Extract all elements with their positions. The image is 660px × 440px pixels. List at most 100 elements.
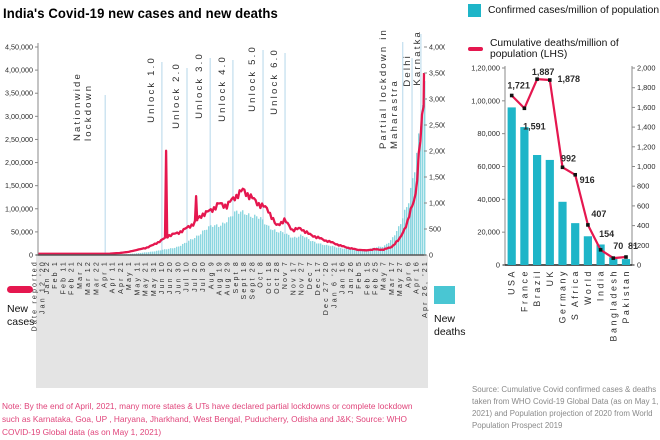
cases-bar xyxy=(272,230,274,255)
cases-bar xyxy=(164,249,166,255)
right-tick-label: 400 xyxy=(637,221,649,230)
cases-bar xyxy=(300,234,302,255)
rhs-tick-label: 2,000 xyxy=(429,147,445,156)
cases-bar xyxy=(314,241,316,255)
cases-bar xyxy=(372,247,374,255)
legend-new-cases: New cases xyxy=(7,284,49,329)
cases-bar xyxy=(198,235,200,255)
date-tick-label: Nov 27 xyxy=(299,260,306,295)
cases-bar xyxy=(282,232,284,255)
line-marker xyxy=(611,256,616,260)
right-tick-label: 1,000 xyxy=(637,162,656,171)
cases-bar xyxy=(418,133,420,255)
cases-bar xyxy=(292,237,294,255)
cases-bar xyxy=(264,224,266,255)
cases-bar xyxy=(236,210,238,255)
date-tick-label: Jun 10 xyxy=(159,260,166,294)
date-tick-label: Feb 5 xyxy=(356,260,363,289)
cases-bar xyxy=(318,243,320,255)
cases-bar xyxy=(230,216,232,255)
left-chart: 4,50,000 4,00,000 3,50,000 3,00,000 2,50,000… xyxy=(5,34,445,388)
cases-bar xyxy=(280,230,282,255)
cases-bar xyxy=(330,246,332,255)
date-tick-label: May 31 xyxy=(151,260,158,296)
cases-bar xyxy=(412,178,414,255)
new-cases-line-swatch xyxy=(7,286,33,293)
deaths-line xyxy=(38,72,426,255)
lhs-tick-label: 3,50,000 xyxy=(5,89,33,98)
date-tick-label: Sept 8 xyxy=(233,260,240,293)
cases-bar xyxy=(252,217,254,255)
rhs-tick-label: 1,000 xyxy=(429,199,445,208)
cases-bar xyxy=(136,253,138,255)
legend-new-deaths: New deaths xyxy=(434,286,480,339)
cases-bar xyxy=(160,250,162,255)
cases-bar xyxy=(320,243,322,255)
lhs-tick-label: 2,50,000 xyxy=(5,135,33,144)
annotation-label: Unlock 5.0 xyxy=(247,45,258,112)
cases-bar xyxy=(374,247,376,255)
cases-bar xyxy=(306,237,308,255)
cases-bar xyxy=(416,152,418,255)
cases-bar xyxy=(194,238,196,255)
cases-bar xyxy=(180,245,182,255)
date-tick-label: May 27 xyxy=(397,260,404,296)
date-tick-label: Feb 25 xyxy=(373,260,380,295)
date-tick-label: Oct 8 xyxy=(258,260,265,288)
cases-bar xyxy=(420,126,422,256)
cases-bar xyxy=(276,231,278,255)
right-tick-label: 1,200 xyxy=(637,142,656,151)
cases-bar xyxy=(358,248,360,255)
cases-bar xyxy=(354,249,356,255)
rhs-tick-label: 3,000 xyxy=(429,95,445,104)
cases-bar xyxy=(138,252,140,255)
annotation-label: Karnatka xyxy=(412,30,423,86)
right-tick-label: 1,600 xyxy=(637,103,656,112)
legend-confirmed-cases: Confirmed cases/million of population xyxy=(468,4,660,17)
left-tick-label: 1,00,000 xyxy=(471,96,500,105)
line-data-label: 1,878 xyxy=(558,74,581,84)
date-tick-label: Jun 20 xyxy=(167,260,174,294)
date-tick-label: Nov 17 xyxy=(290,260,297,295)
line-data-label: 916 xyxy=(580,175,595,185)
cases-bar xyxy=(360,249,362,255)
line-data-label: 1,887 xyxy=(532,67,555,77)
country-label: Germany xyxy=(558,269,568,323)
date-tick-label: Feb 11 xyxy=(60,260,67,294)
country-bar xyxy=(621,259,631,265)
cases-bar xyxy=(212,226,214,255)
cases-bar xyxy=(410,187,412,255)
annotation-label: Nationwide lockdown xyxy=(72,72,94,141)
date-tick-label: May 7 xyxy=(381,260,388,290)
page-title: India's Covid-19 new cases and new death… xyxy=(3,6,278,21)
line-marker xyxy=(586,223,590,227)
cases-bar xyxy=(220,225,222,255)
date-tick-label: Oct 28 xyxy=(274,260,281,294)
left-tick-label: 80,000 xyxy=(477,129,500,138)
cases-bar xyxy=(242,210,244,255)
cases-bar xyxy=(158,250,160,255)
cases-bar xyxy=(178,246,180,255)
right-tick-label: 1,800 xyxy=(637,83,656,92)
cases-bar xyxy=(310,241,312,255)
confirmed-cases-swatch xyxy=(468,4,481,17)
line-marker xyxy=(598,248,603,252)
cases-bar xyxy=(224,223,226,255)
lhs-tick-label: 1,50,000 xyxy=(5,181,33,190)
country-label: India xyxy=(596,269,606,301)
date-tick-label: Jan 12 '20 xyxy=(40,260,47,314)
left-tick-label: 20,000 xyxy=(477,228,500,237)
country-bar xyxy=(533,155,542,265)
cases-bar xyxy=(388,242,390,255)
cases-bar xyxy=(148,252,150,255)
cases-bar xyxy=(218,226,220,255)
cases-bar xyxy=(206,229,208,255)
cases-bar xyxy=(262,219,264,255)
date-tick-label: Sept 28 xyxy=(249,260,256,300)
country-label: World xyxy=(583,269,593,305)
cases-bar xyxy=(328,245,330,255)
rhs-tick-label: 4,000 xyxy=(429,43,445,52)
date-tick-label: Aug 19 xyxy=(216,260,223,295)
cases-bar xyxy=(336,247,338,255)
